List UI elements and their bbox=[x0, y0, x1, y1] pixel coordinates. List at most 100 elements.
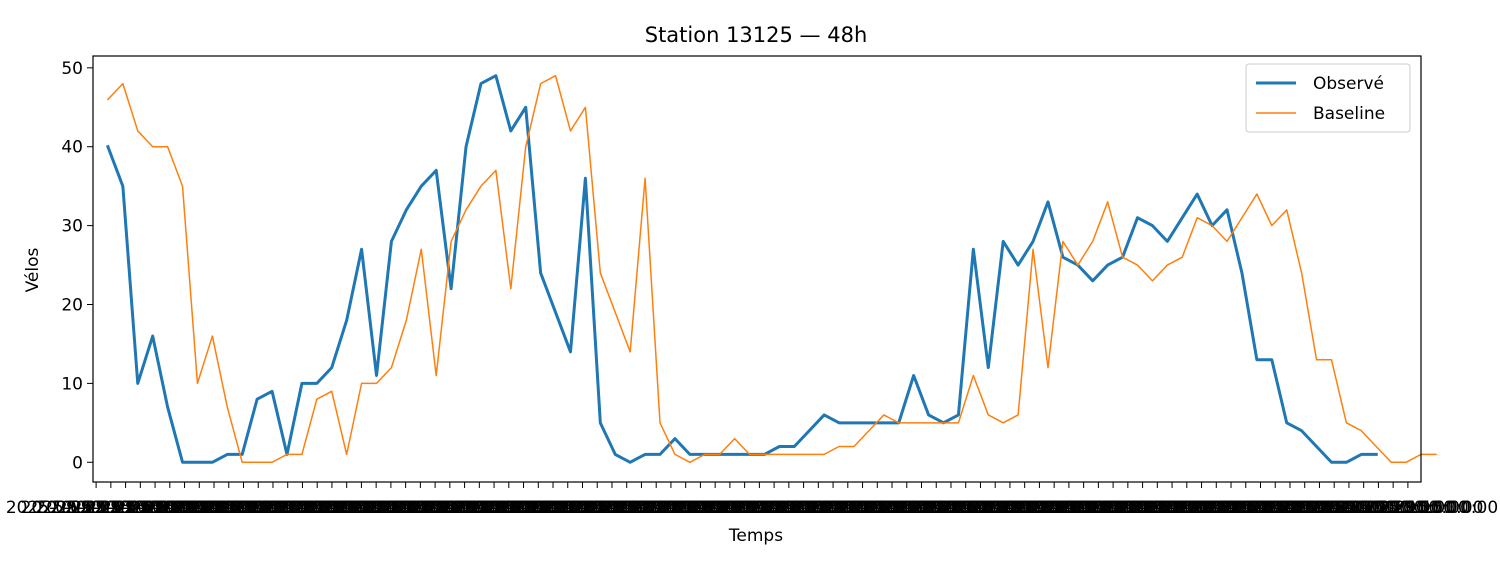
x-tick-label: 2025-09-27 15:00:00 bbox=[183, 498, 364, 518]
x-tick-label: 2025-09-27 15:00:00 bbox=[197, 498, 378, 518]
x-tick-label: 2025-09-27 15:00:00 bbox=[301, 498, 482, 518]
x-tick-label: 2025-09-27 15:00:00 bbox=[212, 498, 393, 518]
x-tick-label: 2025-09-27 15:00:00 bbox=[758, 498, 939, 518]
x-tick-label: 2025-09-27 15:00:00 bbox=[1008, 498, 1189, 518]
x-tick-label: 2025-09-27 15:00:00 bbox=[35, 498, 216, 518]
x-tick-label: 2025-09-27 15:00:00 bbox=[1288, 498, 1469, 518]
x-tick-label: 2025-09-27 15:00:00 bbox=[787, 498, 968, 518]
x-tick-label: 2025-09-27 15:00:00 bbox=[389, 498, 570, 518]
x-tick-label: 2025-09-27 15:00:00 bbox=[1023, 498, 1204, 518]
x-tick-label: 2025-09-27 15:00:00 bbox=[404, 498, 585, 518]
x-tick-label: 2025-09-27 15:00:00 bbox=[138, 498, 319, 518]
x-tick-label: 2025-09-27 15:00:00 bbox=[168, 498, 349, 518]
x-tick-label: 2025-09-27 15:00:00 bbox=[1126, 498, 1307, 518]
y-tick-label: 40 bbox=[61, 138, 83, 158]
plot-area bbox=[105, 74, 1437, 464]
x-tick-label: 2025-09-27 15:00:00 bbox=[1067, 498, 1248, 518]
legend-label-baseline: Baseline bbox=[1313, 104, 1385, 124]
x-tick-label: 2025-09-27 15:00:00 bbox=[816, 498, 997, 518]
x-tick-label: 2025-09-27 15:00:00 bbox=[1155, 498, 1336, 518]
y-tick-label: 10 bbox=[61, 374, 83, 394]
x-tick-label: 2025-09-27 15:00:00 bbox=[875, 498, 1056, 518]
x-tick-label: 2025-09-27 15:00:00 bbox=[360, 498, 541, 518]
x-tick-label: 2025-09-27 15:00:00 bbox=[861, 498, 1042, 518]
y-tick-label: 20 bbox=[61, 296, 83, 316]
x-tick-label: 2025-09-27 15:00:00 bbox=[964, 498, 1145, 518]
x-tick-label: 2025-09-27 15:00:00 bbox=[610, 498, 791, 518]
x-tick-label: 2025-09-27 15:00:00 bbox=[1214, 498, 1395, 518]
x-tick-label: 2025-09-27 15:00:00 bbox=[345, 498, 526, 518]
legend: Observé Baseline bbox=[1245, 63, 1411, 133]
y-tick-label: 30 bbox=[61, 217, 83, 237]
x-tick-label: 2025-09-27 15:00:00 bbox=[934, 498, 1115, 518]
x-tick-label: 2025-09-27 15:00:00 bbox=[1259, 498, 1440, 518]
x-tick-label: 2025-09-27 15:00:00 bbox=[80, 498, 261, 518]
x-tick-label: 2025-09-27 15:00:00 bbox=[551, 498, 732, 518]
series-line-observe bbox=[105, 74, 1378, 464]
x-tick-label: 2025-09-27 15:00:00 bbox=[846, 498, 1027, 518]
x-tick-label: 2025-09-27 15:00:00 bbox=[802, 498, 983, 518]
x-tick-label: 2025-09-27 15:00:00 bbox=[124, 498, 305, 518]
x-tick-label: 2025-09-27 15:00:00 bbox=[890, 498, 1071, 518]
x-tick-label: 2025-09-27 15:00:00 bbox=[1273, 498, 1454, 518]
x-tick-label: 2025-09-27 15:00:00 bbox=[330, 498, 511, 518]
x-tick-label: 2025-09-27 15:00:00 bbox=[242, 498, 423, 518]
x-tick-label: 2025-09-27 15:00:00 bbox=[94, 498, 275, 518]
x-tick-label: 2025-09-29 15:00:00 bbox=[1318, 498, 1499, 518]
x-tick-label: 2025-09-27 15:00:00 bbox=[50, 498, 231, 518]
y-tick-label: 50 bbox=[61, 59, 83, 79]
x-tick-label: 2025-09-27 15:00:00 bbox=[1038, 498, 1219, 518]
x-tick-label: 2025-09-27 15:00:00 bbox=[654, 498, 835, 518]
x-tick-label: 2025-09-27 15:00:00 bbox=[581, 498, 762, 518]
x-tick-label: 2025-09-27 15:00:00 bbox=[728, 498, 909, 518]
x-tick-label: 2025-09-27 15:00:00 bbox=[1185, 498, 1366, 518]
x-tick-label: 2025-09-27 15:00:00 bbox=[536, 498, 717, 518]
x-tick-label: 2025-09-27 15:00:00 bbox=[463, 498, 644, 518]
x-tick-label: 2025-09-27 15:00:00 bbox=[640, 498, 821, 518]
x-tick-label: 2025-09-27 15:00:00 bbox=[920, 498, 1101, 518]
legend-box bbox=[1245, 63, 1411, 133]
y-tick-label: 0 bbox=[72, 453, 83, 473]
x-tick-label: 2025-09-27 15:00:00 bbox=[669, 498, 850, 518]
x-tick-label: 2025-09-27 15:00:00 bbox=[772, 498, 953, 518]
x-tick-label: 2025-09-27 15:00:00 bbox=[21, 498, 202, 518]
x-tick-label: 2025-09-27 15:00:00 bbox=[522, 498, 703, 518]
x-tick-label: 2025-09-27 15:00:00 bbox=[271, 498, 452, 518]
x-tick-label: 2025-09-27 15:00:00 bbox=[595, 498, 776, 518]
x-tick-label: 2025-09-27 15:00:00 bbox=[1170, 498, 1351, 518]
x-tick-label: 2025-09-27 15:00:00 bbox=[507, 498, 688, 518]
series-line-baseline bbox=[106, 74, 1437, 464]
x-tick-label: 2025-09-27 15:00:00 bbox=[109, 498, 290, 518]
x-tick-label: 2025-09-27 15:00:00 bbox=[65, 498, 246, 518]
x-tick-label: 2025-09-27 15:00:00 bbox=[1244, 498, 1425, 518]
x-tick-label: 2025-09-27 15:00:00 bbox=[743, 498, 924, 518]
x-tick-label: 2025-09-27 15:00:00 bbox=[1097, 498, 1278, 518]
x-tick-label: 2025-09-27 15:00:00 bbox=[1082, 498, 1263, 518]
x-tick-label: 2025-09-27 15:00:00 bbox=[1141, 498, 1322, 518]
x-tick-label: 2025-09-27 15:00:00 bbox=[227, 498, 408, 518]
x-tick-label: 2025-09-27 15:00:00 bbox=[979, 498, 1160, 518]
x-tick-label: 2025-09-27 15:00:00 bbox=[1303, 498, 1484, 518]
x-tick-label: 2025-09-27 15:00:00 bbox=[1052, 498, 1233, 518]
x-tick-label: 2025-09-27 15:00:00 bbox=[153, 498, 334, 518]
y-axis-label: Vélos bbox=[23, 247, 43, 292]
x-tick-label: 2025-09-27 15:00:00 bbox=[286, 498, 467, 518]
x-tick-label: 2025-09-27 15:00:00 bbox=[374, 498, 555, 518]
x-tick-label: 2025-09-27 15:00:00 bbox=[492, 498, 673, 518]
x-tick-label: 2025-09-27 15:00:00 bbox=[566, 498, 747, 518]
x-tick-label: 2025-09-27 15:00:00 bbox=[699, 498, 880, 518]
x-tick-label: 2025-09-27 15:00:00 bbox=[1229, 498, 1410, 518]
x-tick-label: 2025-09-27 15:00:00 bbox=[315, 498, 496, 518]
x-tick-label: 2025-09-27 15:00:00 bbox=[1111, 498, 1292, 518]
x-tick-label: 2025-09-27 15:00:00 bbox=[448, 498, 629, 518]
x-tick-label: 2025-09-27 15:00:00 bbox=[477, 498, 658, 518]
chart-title: Station 13125 — 48h bbox=[645, 23, 868, 47]
y-axis: 0 10 20 30 40 50 bbox=[61, 59, 93, 473]
x-tick-label: 2025-09-27 15:00:00 bbox=[993, 498, 1174, 518]
axes-frame bbox=[92, 55, 1422, 483]
x-tick-label: 2025-09-27 15:00:00 bbox=[6, 498, 187, 518]
x-tick-label: 2025-09-27 15:00:00 bbox=[419, 498, 600, 518]
x-tick-label: 2025-09-27 15:00:00 bbox=[625, 498, 806, 518]
